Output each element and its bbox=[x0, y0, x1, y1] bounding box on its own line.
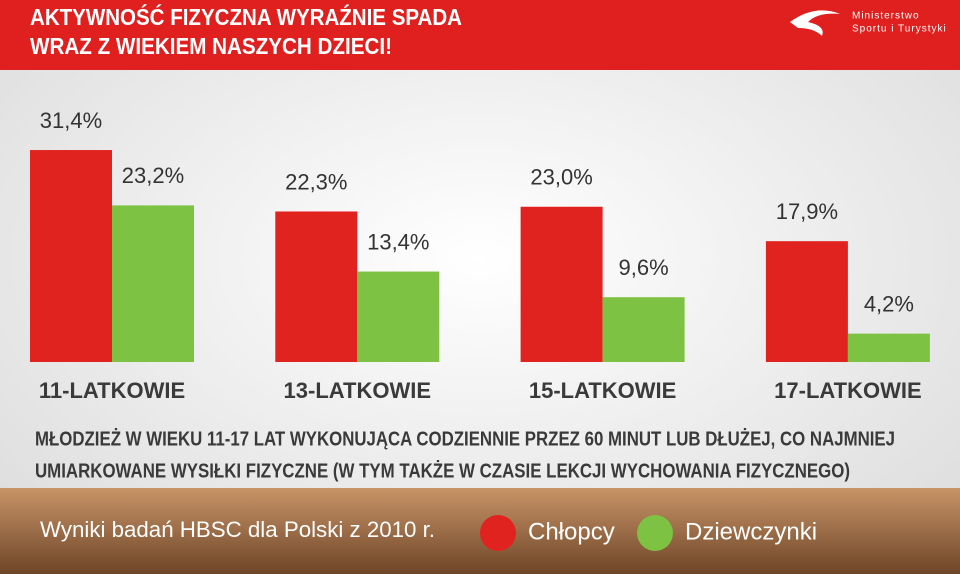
legend-label: Chłopcy bbox=[528, 518, 615, 545]
bar bbox=[847, 333, 930, 362]
legend-swatch bbox=[480, 515, 516, 551]
category-label: 17-LATKOWIE bbox=[774, 378, 921, 403]
value-label: 22,3% bbox=[285, 169, 347, 194]
value-label: 23,0% bbox=[530, 165, 592, 190]
value-label: 17,9% bbox=[776, 199, 838, 224]
category-label: 11-LATKOWIE bbox=[39, 378, 185, 403]
logo-mark bbox=[790, 10, 840, 36]
header-band bbox=[0, 0, 960, 70]
title-line: AKTYWNOŚĆ FIZYCZNA WYRAŹNIE SPADA bbox=[30, 3, 462, 30]
legend-label: Dziewczynki bbox=[685, 518, 817, 545]
bar bbox=[765, 241, 848, 362]
bar bbox=[357, 271, 440, 362]
caption-line: UMIARKOWANE WYSIŁKI FIZYCZNE (W TYM TAKŻ… bbox=[35, 459, 850, 482]
category-label: 13-LATKOWIE bbox=[284, 378, 431, 403]
caption-line: MŁODZIEŻ W WIEKU 11-17 LAT WYKONUJĄCA CO… bbox=[35, 427, 895, 450]
source: Wyniki badań HBSC dla Polski z 2010 r. bbox=[40, 517, 435, 542]
value-label: 9,6% bbox=[619, 255, 669, 280]
title-line: WRAZ Z WIEKIEM NASZYCH DZIECI! bbox=[30, 33, 392, 59]
bar bbox=[112, 205, 194, 362]
bar bbox=[520, 206, 603, 362]
category-label: 15-LATKOWIE bbox=[529, 378, 676, 403]
floor bbox=[0, 488, 960, 574]
value-label: 13,4% bbox=[367, 229, 429, 254]
logo-text: Ministerstwo bbox=[852, 11, 920, 22]
logo-text: Sportu i Turystyki bbox=[852, 24, 947, 35]
bar bbox=[602, 297, 685, 362]
legend-swatch bbox=[637, 515, 673, 551]
value-label: 4,2% bbox=[864, 291, 914, 316]
bar bbox=[30, 150, 112, 362]
value-label: 31,4% bbox=[40, 108, 102, 133]
bar bbox=[275, 211, 358, 362]
value-label: 23,2% bbox=[122, 163, 184, 188]
